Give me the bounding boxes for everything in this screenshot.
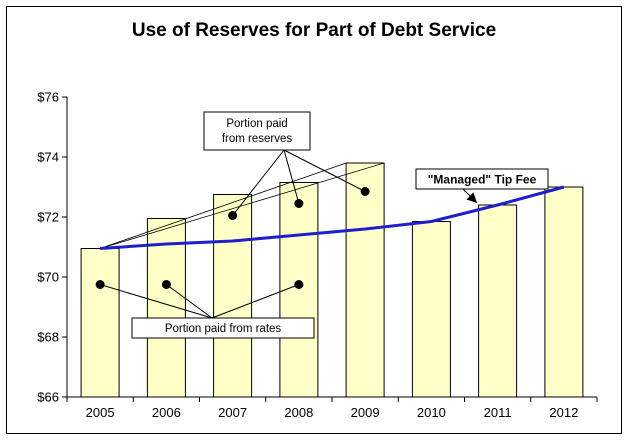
bar-2012 <box>544 186 584 398</box>
series-line-managed-tip-fee <box>99 185 565 250</box>
x-tick-label: 2011 <box>484 405 512 420</box>
managed-callout-text: "Managed" Tip Fee <box>428 173 537 187</box>
rates-leader-line <box>211 284 300 319</box>
reserves-leader-line <box>283 149 300 204</box>
x-tick-label: 2009 <box>351 405 380 420</box>
reserve-outline-line-upper <box>99 162 347 249</box>
managed-arrowhead <box>466 192 477 203</box>
bar-2009 <box>345 162 385 398</box>
reserves-callout-box <box>203 111 311 151</box>
y-tick-label: $72 <box>37 210 59 225</box>
bar-2008 <box>279 182 319 398</box>
rates-leader-line <box>166 284 213 319</box>
y-tick-label: $66 <box>37 390 59 405</box>
managed-callout-box <box>415 168 549 190</box>
x-tick-label: 2005 <box>86 405 115 420</box>
rates-callout-box <box>131 317 315 339</box>
reserves-callout-text: Portion paid <box>226 118 287 130</box>
reserves-leader-line <box>283 149 366 192</box>
bar-2007 <box>213 194 253 398</box>
y-tick-label: $76 <box>37 90 59 105</box>
chart-title: Use of Reserves for Part of Debt Service <box>131 20 497 41</box>
bar-2010 <box>411 221 451 398</box>
y-tick-label: $74 <box>37 150 59 165</box>
rates-leader-line <box>99 284 213 319</box>
reserves-leader-line <box>232 149 285 216</box>
rates-callout-text: Portion paid from rates <box>165 323 282 335</box>
x-tick-label: 2008 <box>284 405 313 420</box>
x-tick-label: 2007 <box>218 405 247 420</box>
x-tick-label: 2006 <box>152 405 181 420</box>
bar-2005 <box>80 248 120 398</box>
bar-2011 <box>478 204 518 398</box>
reserves-callout-text: from reserves <box>222 133 293 145</box>
y-tick-label: $68 <box>37 330 59 345</box>
y-tick-label: $70 <box>37 270 59 285</box>
x-tick-label: 2012 <box>549 405 578 420</box>
x-tick-label: 2010 <box>417 405 446 420</box>
